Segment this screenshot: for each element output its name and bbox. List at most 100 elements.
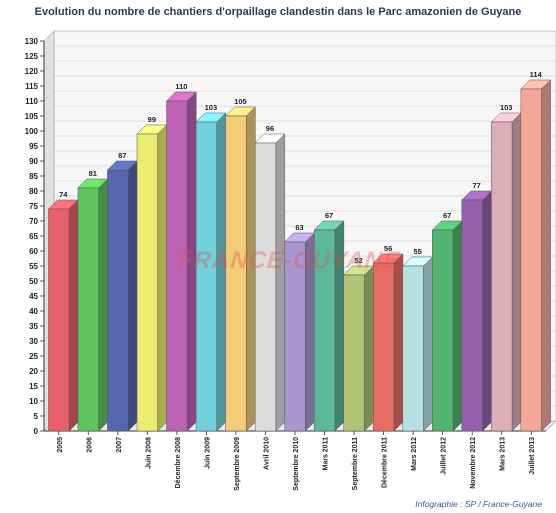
y-tick-label: 30: [29, 337, 38, 346]
y-tick-label: 130: [25, 37, 39, 46]
y-tick-label: 55: [29, 262, 38, 271]
y-tick-label: 40: [29, 307, 38, 316]
bar: [373, 262, 395, 432]
bar: [254, 142, 277, 432]
bar: [136, 133, 158, 432]
data-label: 55: [413, 247, 421, 256]
y-tick-label: 95: [29, 142, 38, 151]
chart-title: Evolution du nombre de chantiers d'orpai…: [34, 6, 522, 18]
data-label: 52: [354, 256, 362, 265]
bar: [107, 169, 129, 432]
gridline-side: [43, 165, 55, 177]
gridline-side: [43, 30, 55, 42]
x-tick-label: Décembre 2008: [175, 437, 182, 488]
bar: [491, 121, 513, 432]
data-label: 67: [325, 211, 333, 220]
bar-side: [393, 253, 404, 432]
x-tick-label: Novembre 2012: [470, 437, 477, 489]
gridline-side: [43, 150, 55, 162]
y-tick-label: 50: [29, 277, 38, 286]
data-label: 67: [443, 211, 451, 220]
y-tick-label: 115: [25, 82, 38, 91]
bar-side: [452, 220, 463, 432]
data-label: 56: [384, 244, 392, 253]
data-label: 74: [59, 190, 68, 199]
bar-side: [541, 79, 551, 432]
data-label: 103: [500, 103, 513, 112]
data-label: 99: [148, 115, 156, 124]
x-tick-label: Mars 2013: [500, 437, 507, 471]
data-label: 110: [175, 82, 187, 91]
x-tick-label: 2007: [116, 437, 123, 453]
bar: [48, 208, 70, 432]
gridline-side: [43, 135, 55, 147]
credit-text: Infographie : SP / France-Guyane: [415, 499, 542, 509]
bar-side: [127, 160, 138, 432]
y-tick-label: 80: [29, 187, 38, 196]
data-label: 103: [205, 103, 218, 112]
x-tick-label: Mars 2011: [323, 437, 330, 471]
y-tick-label: 75: [29, 202, 38, 211]
y-tick-label: 125: [25, 52, 39, 61]
bar-side: [98, 178, 108, 432]
x-tick-label: Septembre 2009: [234, 437, 241, 491]
y-tick-label: 60: [29, 247, 38, 256]
data-label: 114: [530, 70, 543, 79]
bar-side: [157, 124, 167, 432]
y-tick-label: 45: [29, 292, 38, 301]
data-label: 105: [234, 97, 247, 106]
bar: [195, 121, 217, 432]
bar-side: [275, 133, 286, 432]
bar: [77, 187, 99, 432]
y-tick-label: 65: [29, 232, 38, 241]
gridline-side: [43, 60, 55, 72]
y-tick-label: 105: [25, 112, 39, 121]
y-tick-label: 10: [29, 397, 38, 406]
y-tick-label: 120: [25, 67, 39, 76]
data-label: 87: [118, 151, 126, 160]
y-tick-label: 100: [25, 127, 39, 136]
y-tick-label: 110: [25, 97, 38, 106]
bar-side: [482, 190, 492, 432]
y-tick-label: 0: [34, 427, 39, 436]
y-tick-label: 25: [29, 352, 38, 361]
x-tick-label: Septembre 2011: [352, 437, 359, 490]
bar-side: [364, 265, 374, 432]
data-label: 81: [89, 169, 97, 178]
bar-side: [68, 199, 79, 432]
y-tick-label: 5: [34, 412, 39, 421]
y-tick-label: 20: [29, 367, 38, 376]
watermark-text: FRANCE-GUYANE: [176, 247, 402, 274]
x-tick-label: Juillet 2013: [529, 437, 536, 475]
gridline-side: [43, 180, 55, 192]
y-tick-label: 85: [29, 172, 38, 181]
bar-side: [423, 256, 433, 432]
gridline-side: [43, 90, 55, 102]
gridline-side: [43, 120, 55, 132]
bar-side: [511, 112, 522, 432]
x-tick-label: Décembre 2011: [382, 437, 389, 488]
bar: [520, 88, 542, 432]
data-label: 63: [295, 223, 303, 232]
x-tick-label: Juin 2008: [145, 437, 152, 469]
gridline-side: [43, 105, 55, 117]
y-tick-label: 35: [29, 322, 38, 331]
bar: [343, 274, 365, 432]
x-tick-label: Juillet 2012: [441, 437, 448, 475]
data-label: 96: [266, 124, 274, 133]
bar: [461, 199, 483, 432]
bar: [402, 265, 424, 432]
x-tick-label: 2006: [86, 437, 93, 453]
y-tick-label: 15: [29, 382, 38, 391]
y-tick-label: 90: [29, 157, 38, 166]
x-tick-label: Avril 2010: [263, 437, 270, 470]
x-tick-label: Mars 2012: [411, 437, 418, 471]
y-tick-label: 70: [29, 217, 38, 226]
bar: [432, 229, 454, 432]
gridline-side: [43, 45, 55, 57]
x-tick-label: 2005: [57, 437, 64, 453]
data-label: 77: [473, 181, 481, 190]
gridline-side: [43, 195, 55, 207]
